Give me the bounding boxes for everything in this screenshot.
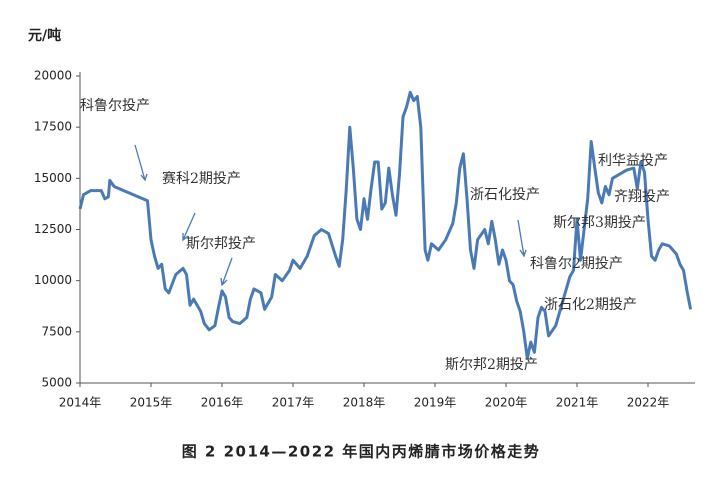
annotation: 浙石化投产 (470, 187, 540, 203)
annotation: 斯尔邦2期投产 (445, 357, 538, 373)
x-tick-label: 2022年 (627, 396, 670, 410)
x-tick-label: 2020年 (485, 396, 528, 410)
annotation: 科鲁尔投产 (80, 98, 150, 114)
x-tick-label: 2018年 (343, 396, 386, 410)
x-tick-label: 2021年 (556, 396, 599, 410)
y-tick-label: 17500 (34, 120, 72, 134)
price-line (78, 90, 693, 360)
x-tick-label: 2016年 (201, 396, 244, 410)
annotation: 浙石化2期投产 (544, 297, 637, 313)
annotation: 斯尔邦投产 (186, 236, 256, 252)
y-tick-label: 5000 (41, 376, 72, 390)
y-tick-label: 7500 (41, 324, 72, 338)
y-tick-label: 20000 (34, 69, 72, 83)
annotation: 科鲁尔2期投产 (530, 256, 623, 272)
y-tick-label: 12500 (34, 222, 72, 236)
x-tick-label: 2014年 (59, 396, 102, 410)
annotation: 赛科2期投产 (162, 171, 241, 187)
x-tick-label: 2019年 (414, 396, 457, 410)
y-tick-label: 15000 (34, 171, 72, 185)
annotation: 齐翔投产 (614, 189, 670, 205)
x-tick-label: 2017年 (272, 396, 315, 410)
x-tick-label: 2015年 (130, 396, 173, 410)
chart-title: 图 2 2014—2022 年国内丙烯腈市场价格走势 (182, 443, 541, 461)
y-axis-label: 元/吨 (28, 27, 61, 44)
annotation: 斯尔邦3期投产 (553, 215, 646, 231)
annotation: 利华益投产 (598, 153, 668, 169)
y-tick-label: 10000 (34, 273, 72, 287)
arrows (134, 144, 527, 287)
